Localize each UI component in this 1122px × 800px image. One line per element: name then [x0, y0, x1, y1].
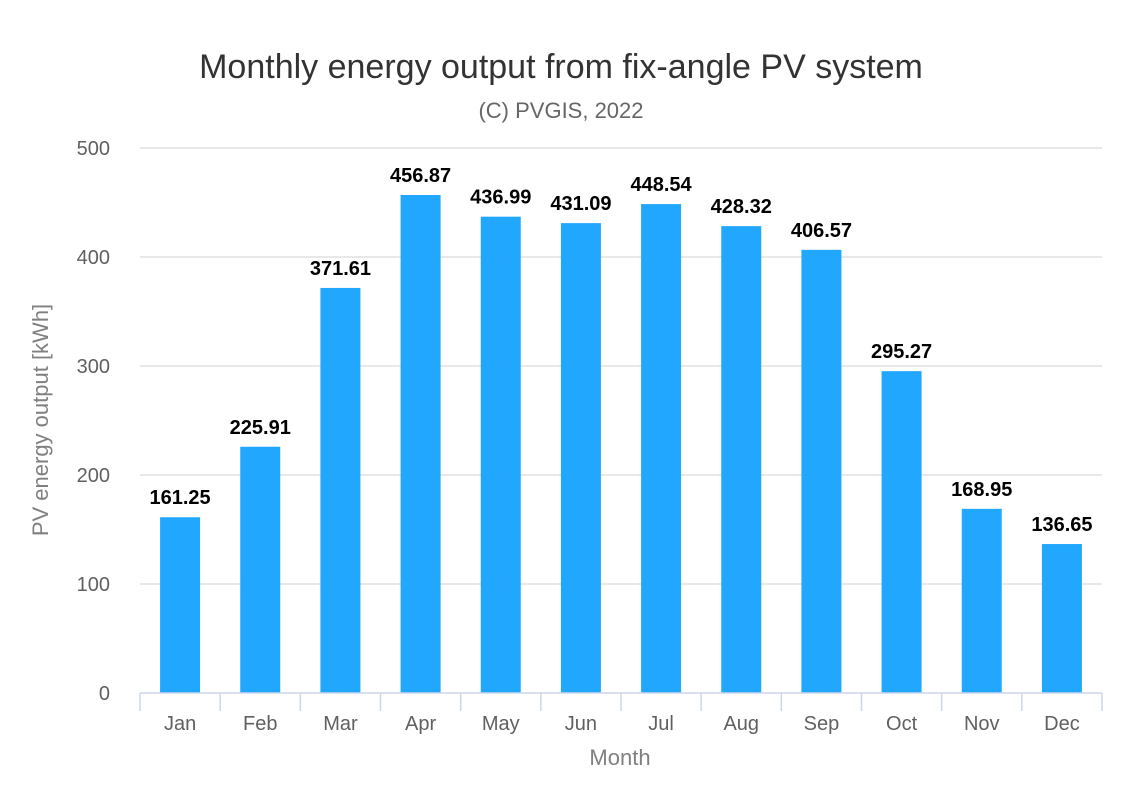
bar-jan[interactable]: [160, 517, 201, 693]
y-tick-label: 500: [77, 138, 110, 160]
x-axis: Jan Feb Mar Apr May Jun Jul Aug Sep Oct Nov Dec: [139, 692, 1103, 735]
bar-nov[interactable]: [961, 508, 1002, 693]
data-label: 428.32: [711, 196, 772, 218]
data-labels: 161.25 225.91 371.61 456.87 436.99 431.09 448.…: [149, 165, 1092, 536]
bar-may[interactable]: [480, 216, 521, 693]
y-tick-label: 0: [99, 683, 110, 705]
data-label: 431.09: [550, 193, 611, 215]
data-label: 436.99: [470, 187, 531, 209]
x-tick-label: Sep: [804, 713, 840, 735]
data-label: 161.25: [149, 487, 210, 509]
bar-aug[interactable]: [721, 226, 762, 693]
data-label: 136.65: [1031, 514, 1092, 536]
y-axis: 0 100 200 300 400 500: [77, 138, 110, 705]
x-tick-label: Jul: [648, 713, 674, 735]
bar-mar[interactable]: [320, 287, 361, 693]
data-label: 448.54: [630, 174, 692, 196]
data-label: 225.91: [230, 417, 291, 439]
y-tick-label: 300: [77, 356, 110, 378]
x-tick-label: Jan: [164, 713, 196, 735]
y-tick-label: 100: [77, 574, 110, 596]
grid-lines: [140, 147, 1102, 585]
x-tick-label: Aug: [723, 713, 759, 735]
y-tick-label: 200: [77, 465, 110, 487]
data-label: 456.87: [390, 165, 451, 187]
x-tick-label: Feb: [243, 713, 277, 735]
bar-jun[interactable]: [560, 223, 601, 694]
chart-title: Monthly energy output from fix-angle PV …: [199, 48, 923, 86]
x-tick-label: Mar: [323, 713, 358, 735]
x-tick-label: May: [482, 713, 520, 735]
x-tick-label: Dec: [1044, 713, 1080, 735]
bar-jul[interactable]: [641, 204, 682, 693]
bar-oct[interactable]: [881, 371, 922, 693]
x-axis-title: Month: [589, 745, 650, 770]
y-tick-label: 400: [77, 247, 110, 269]
chart-subtitle: (C) PVGIS, 2022: [478, 98, 643, 123]
x-tick-label: Apr: [405, 713, 436, 735]
data-label: 371.61: [310, 258, 371, 280]
x-tick-label: Jun: [565, 713, 597, 735]
bar-sep[interactable]: [801, 249, 842, 694]
x-tick-label: Nov: [964, 713, 1000, 735]
data-label: 168.95: [951, 479, 1012, 501]
x-tick-label: Oct: [886, 713, 918, 735]
y-axis-title: PV energy output [kWh]: [28, 304, 53, 536]
data-label: 406.57: [791, 220, 852, 242]
data-label: 295.27: [871, 341, 932, 363]
bar-dec[interactable]: [1041, 544, 1082, 693]
bars: [160, 195, 1082, 694]
bar-apr[interactable]: [400, 195, 441, 693]
bar-feb[interactable]: [240, 446, 281, 693]
